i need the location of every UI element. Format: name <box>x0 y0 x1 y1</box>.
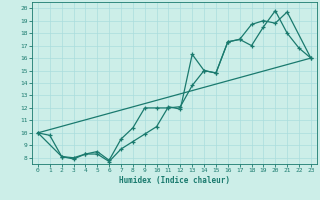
X-axis label: Humidex (Indice chaleur): Humidex (Indice chaleur) <box>119 176 230 185</box>
